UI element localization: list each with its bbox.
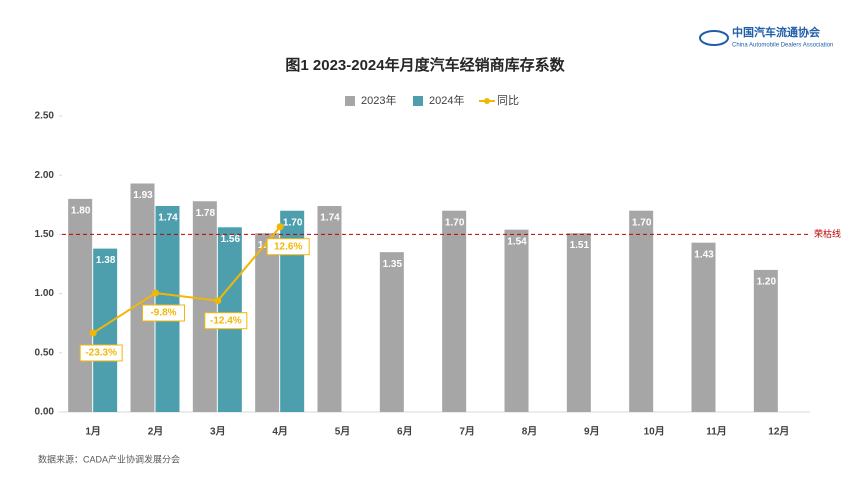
bar-value-label: 1.54 [507,236,527,247]
bar [629,210,654,412]
line-value-label: -12.4% [210,315,242,326]
line-value-label: -9.8% [150,308,176,319]
legend-label: 2024年 [429,93,464,107]
bar [504,229,529,412]
bar [317,205,342,412]
bar-value-label: 1.43 [694,249,714,260]
bar [379,252,404,412]
bar-value-label: 1.20 [757,277,777,288]
label-box [204,312,248,330]
bar [691,242,716,412]
line-marker [152,289,159,297]
legend-swatch [413,96,423,106]
bar [68,198,93,412]
threshold-label: 荣枯线 [814,228,841,239]
legend-swatch [345,96,355,106]
x-tick-label: 4月 [272,426,288,438]
bar-value-label: 1.93 [133,190,153,201]
x-tick-label: 2月 [148,426,164,438]
bar-value-label: 1.78 [196,208,216,219]
line-marker [214,297,222,305]
bar [442,210,467,412]
x-tick-label: 10月 [644,426,665,438]
bar [255,233,280,412]
line-value-label: -23.3% [85,348,117,359]
label-box [79,344,123,362]
x-tick-label: 8月 [522,426,538,438]
logo-name: 中国汽车流通协会 [732,25,821,39]
label-box [266,238,310,256]
bar-value-label: 1.80 [71,206,91,217]
line-marker [276,223,284,231]
legend-marker [484,98,490,104]
x-tick-label: 11月 [706,426,727,438]
line-value-label: 12.6% [274,241,302,252]
y-tick-label: 1.50 [35,229,55,240]
bar [130,183,155,412]
x-tick-label: 5月 [335,426,351,438]
bar-value-label: 1.70 [632,217,652,228]
bar-value-label: 1.74 [158,213,178,224]
logo-icon [699,30,729,46]
label-box [142,304,185,322]
bar [192,201,217,412]
source: 数据来源：CADA产业协调发展分会 [38,453,180,464]
bar-value-label: 1.70 [283,217,303,228]
y-tick-label: 2.00 [35,170,55,181]
x-tick-label: 6月 [397,426,413,438]
line-marker [89,329,97,337]
logo-name-en: China Automobile Dealers Association [732,43,833,49]
x-tick-label: 12月 [768,426,789,438]
bar-value-label: 1.38 [96,255,116,266]
x-tick-label: 9月 [584,426,600,438]
bar-value-label: 1.74 [320,213,340,224]
x-tick-label: 1月 [85,426,101,438]
chart-title: 图1 2023-2024年月度汽车经销商库存系数 [285,56,565,74]
y-tick-label: 2.50 [35,111,55,122]
bar [753,269,778,412]
y-tick-label: 0.00 [35,407,55,418]
x-tick-label: 3月 [210,426,226,438]
y-tick-label: 0.50 [35,347,55,358]
bar-value-label: 1.70 [445,217,465,228]
legend-label: 2023年 [361,93,396,107]
bar-value-label: 1.56 [221,234,241,245]
y-tick-label: 1.00 [35,288,55,299]
line [92,226,281,334]
legend-label: 同比 [497,94,519,107]
bar-value-label: 1.51 [570,240,590,251]
bar [566,233,591,412]
bar-value-label: 1.35 [383,259,403,270]
x-tick-label: 7月 [459,426,475,438]
